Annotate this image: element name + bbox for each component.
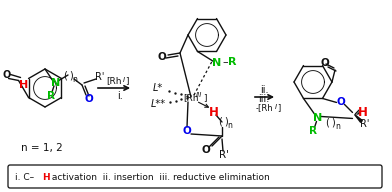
Text: N: N bbox=[212, 58, 221, 69]
Text: O: O bbox=[321, 58, 329, 68]
Text: L**: L** bbox=[151, 99, 165, 109]
Text: O: O bbox=[158, 52, 166, 62]
Text: H: H bbox=[358, 106, 367, 119]
Text: activation  ii. insertion  iii. reductive elimination: activation ii. insertion iii. reductive … bbox=[49, 172, 270, 181]
Text: H: H bbox=[19, 79, 28, 89]
Text: O: O bbox=[201, 145, 211, 155]
Text: R': R' bbox=[95, 72, 105, 82]
Text: iii.: iii. bbox=[258, 94, 270, 104]
Text: –: – bbox=[223, 57, 228, 67]
Text: R: R bbox=[310, 127, 318, 137]
Text: H: H bbox=[42, 172, 50, 181]
Text: O: O bbox=[183, 126, 191, 136]
Text: R': R' bbox=[360, 119, 369, 129]
Text: I: I bbox=[123, 76, 125, 83]
Text: (: ( bbox=[326, 118, 329, 127]
FancyBboxPatch shape bbox=[8, 165, 382, 188]
Text: n: n bbox=[228, 122, 232, 131]
Text: L*: L* bbox=[153, 83, 163, 93]
Text: O: O bbox=[85, 94, 93, 104]
Text: n: n bbox=[73, 74, 78, 84]
Text: R: R bbox=[228, 57, 237, 67]
Text: ): ) bbox=[224, 117, 228, 127]
Text: ): ) bbox=[69, 71, 73, 81]
Text: i.: i. bbox=[117, 91, 123, 101]
Text: ii.: ii. bbox=[260, 85, 268, 95]
Text: O: O bbox=[336, 98, 345, 108]
Text: ]: ] bbox=[125, 76, 129, 85]
Text: ]: ] bbox=[278, 103, 281, 113]
Text: n: n bbox=[335, 122, 340, 131]
Text: H: H bbox=[209, 105, 219, 118]
Text: (: ( bbox=[218, 117, 222, 127]
Text: -[Rh: -[Rh bbox=[255, 103, 273, 113]
Text: I: I bbox=[275, 104, 277, 110]
Text: III: III bbox=[196, 92, 202, 98]
Polygon shape bbox=[354, 114, 362, 122]
Text: (: ( bbox=[63, 71, 67, 81]
Text: N: N bbox=[313, 113, 322, 123]
Text: N: N bbox=[51, 78, 61, 88]
Text: O: O bbox=[2, 70, 11, 80]
Text: R: R bbox=[47, 91, 55, 101]
Text: R': R' bbox=[219, 150, 229, 160]
Text: [Rh: [Rh bbox=[183, 94, 198, 103]
Text: i. C–: i. C– bbox=[15, 172, 34, 181]
Text: n = 1, 2: n = 1, 2 bbox=[21, 143, 63, 153]
Text: [Rh: [Rh bbox=[106, 76, 122, 85]
Text: ]: ] bbox=[203, 94, 207, 103]
Text: ): ) bbox=[332, 118, 336, 127]
